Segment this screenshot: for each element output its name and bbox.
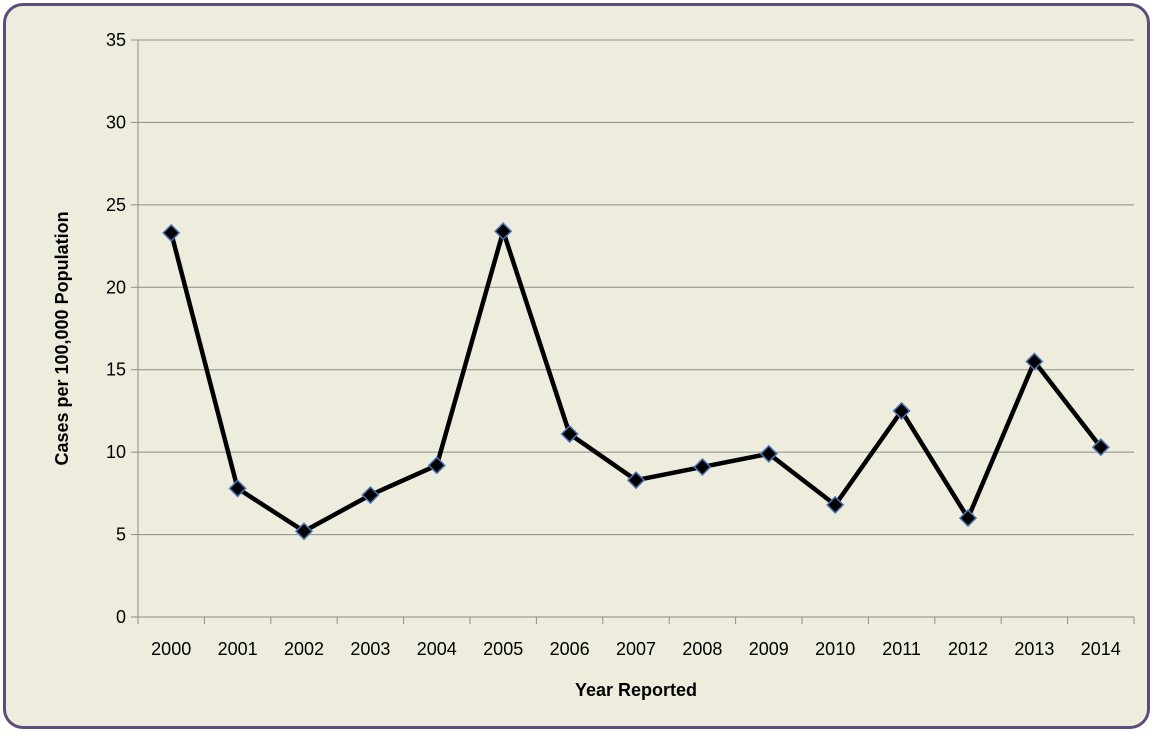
data-point-marker xyxy=(560,424,579,444)
x-tick-label: 2012 xyxy=(948,639,988,659)
data-point-marker xyxy=(1025,352,1044,371)
x-tick-label: 2001 xyxy=(218,639,258,659)
y-axis-title: Cases per 100,000 Population xyxy=(52,211,72,465)
y-tick-label: 35 xyxy=(106,30,126,50)
data-point-marker xyxy=(693,457,712,477)
data-point-marker xyxy=(228,479,247,498)
x-tick-labels: 2000 2001 2002 2003 2004 2005 2006 2007 2008 2009… xyxy=(151,639,1121,659)
data-markers xyxy=(162,222,1110,541)
gridlines xyxy=(138,39,1134,536)
y-tick-label: 0 xyxy=(116,607,126,627)
data-point-marker xyxy=(162,223,181,242)
x-tick-label: 2004 xyxy=(417,639,457,659)
data-point-marker xyxy=(759,444,778,463)
x-tick-label: 2005 xyxy=(483,639,523,659)
axes xyxy=(131,39,1135,624)
x-tick-label: 2010 xyxy=(815,639,855,659)
data-point-marker xyxy=(892,401,911,420)
y-tick-label: 25 xyxy=(106,195,126,215)
data-point-marker xyxy=(626,471,646,490)
x-tick-label: 2007 xyxy=(616,639,656,659)
chart-frame xyxy=(3,3,1150,729)
x-tick-label: 2011 xyxy=(882,639,921,659)
data-point-marker xyxy=(826,495,845,514)
data-point-marker xyxy=(361,485,380,505)
x-tick-label: 2002 xyxy=(284,639,324,659)
x-axis-title: Year Reported xyxy=(575,680,697,700)
x-tick-label: 2003 xyxy=(350,639,390,659)
x-tick-label: 2006 xyxy=(550,639,590,659)
y-tick-label: 30 xyxy=(106,112,126,132)
x-tick-label: 2009 xyxy=(749,639,789,659)
data-point-marker xyxy=(1091,438,1110,457)
data-point-marker xyxy=(494,222,513,241)
data-point-marker xyxy=(294,522,314,541)
x-tick-label: 2014 xyxy=(1081,639,1121,659)
y-tick-labels: 0 5 10 15 20 25 30 35 xyxy=(106,30,126,627)
x-tick-label: 2008 xyxy=(682,639,722,659)
x-tick-label: 2013 xyxy=(1014,639,1054,659)
data-point-marker xyxy=(958,509,978,528)
data-point-marker xyxy=(427,456,446,475)
y-tick-label: 15 xyxy=(106,360,126,380)
y-tick-label: 5 xyxy=(116,525,126,545)
x-tick-label: 2000 xyxy=(151,639,191,659)
y-tick-label: 20 xyxy=(106,277,126,297)
y-tick-label: 10 xyxy=(106,442,126,462)
